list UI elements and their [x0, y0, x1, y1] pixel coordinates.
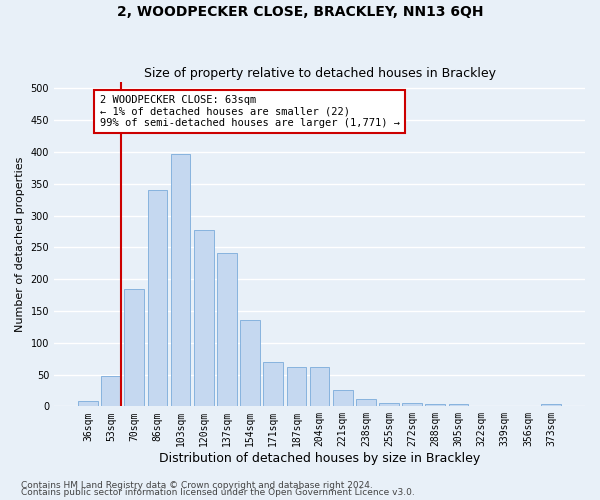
- Text: 2 WOODPECKER CLOSE: 63sqm
← 1% of detached houses are smaller (22)
99% of semi-d: 2 WOODPECKER CLOSE: 63sqm ← 1% of detach…: [100, 95, 400, 128]
- Title: Size of property relative to detached houses in Brackley: Size of property relative to detached ho…: [143, 66, 496, 80]
- Bar: [287, 367, 306, 406]
- Bar: [263, 362, 283, 406]
- Bar: [379, 402, 399, 406]
- Bar: [333, 390, 353, 406]
- Bar: [449, 404, 468, 406]
- Bar: [217, 253, 237, 406]
- Bar: [124, 288, 144, 406]
- Bar: [356, 398, 376, 406]
- Bar: [541, 404, 561, 406]
- Bar: [101, 376, 121, 406]
- Y-axis label: Number of detached properties: Number of detached properties: [15, 156, 25, 332]
- Text: 2, WOODPECKER CLOSE, BRACKLEY, NN13 6QH: 2, WOODPECKER CLOSE, BRACKLEY, NN13 6QH: [117, 5, 483, 19]
- Text: Contains HM Land Registry data © Crown copyright and database right 2024.: Contains HM Land Registry data © Crown c…: [21, 480, 373, 490]
- Bar: [194, 230, 214, 406]
- Bar: [148, 190, 167, 406]
- Text: Contains public sector information licensed under the Open Government Licence v3: Contains public sector information licen…: [21, 488, 415, 497]
- Bar: [171, 154, 190, 406]
- Bar: [78, 401, 98, 406]
- Bar: [402, 403, 422, 406]
- Bar: [310, 367, 329, 406]
- Bar: [425, 404, 445, 406]
- X-axis label: Distribution of detached houses by size in Brackley: Distribution of detached houses by size …: [159, 452, 480, 465]
- Bar: [240, 320, 260, 406]
